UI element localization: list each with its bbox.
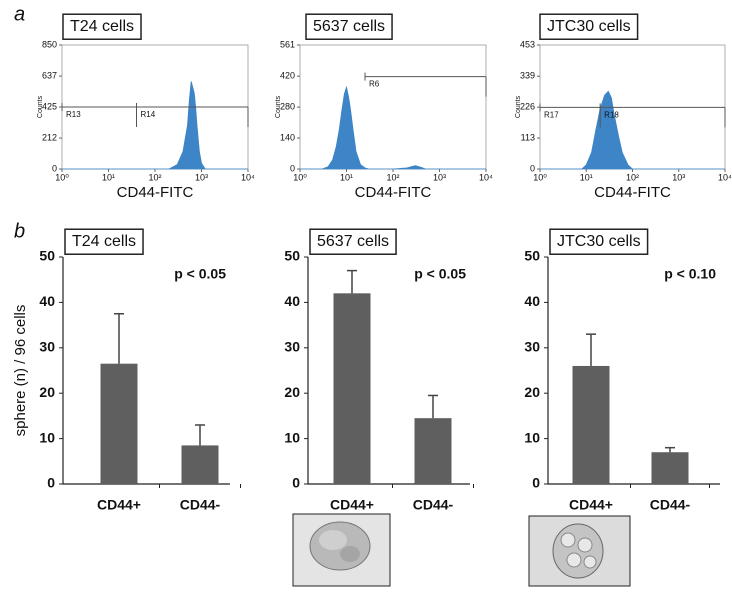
y-tick-label: 40	[39, 293, 55, 309]
y-tick-label: 30	[524, 339, 540, 355]
y-tick-label: 30	[39, 339, 55, 355]
y-tick-label: 50	[524, 248, 540, 264]
x-tick-label: 10²	[626, 172, 639, 182]
plot-frame	[299, 44, 487, 170]
gate-label: R17	[544, 111, 559, 120]
y-tick-label: 226	[520, 102, 535, 112]
x-tick-label: 10³	[433, 172, 446, 182]
y-tick-label: 10	[524, 429, 540, 445]
gate-label: R13	[66, 110, 81, 119]
gate-label: R6	[369, 80, 380, 89]
chart-title: T24 cells	[72, 233, 136, 250]
y-axis-label: sphere (n) / 96 cells	[12, 305, 29, 437]
cell-image	[528, 515, 631, 587]
y-tick-label: 140	[280, 132, 295, 142]
x-tick-label: 10¹	[102, 172, 115, 182]
x-tick-label: CD44-	[650, 497, 691, 513]
x-tick-label: CD44-	[180, 497, 221, 513]
x-tick-label: 10¹	[340, 172, 353, 182]
chart-title: 5637 cells	[317, 233, 389, 250]
panel-label: a	[14, 3, 25, 25]
bar	[181, 445, 219, 484]
y-tick-label: 10	[284, 429, 300, 445]
y-axis-label: Counts	[37, 95, 44, 118]
bar	[572, 365, 610, 484]
bar	[414, 418, 452, 484]
x-tick-label: 10³	[672, 172, 685, 182]
x-tick-label: 10⁰	[293, 172, 307, 182]
x-tick-label: CD44+	[569, 497, 613, 513]
x-tick-label: 10⁴	[718, 172, 732, 182]
y-tick-label: 420	[280, 71, 295, 81]
y-tick-label: 0	[532, 475, 540, 491]
y-tick-label: 113	[521, 132, 535, 142]
histogram-area	[300, 85, 486, 170]
x-tick-label: 10⁰	[533, 172, 547, 182]
chart-title: JTC30 cells	[557, 233, 641, 250]
title-box	[64, 228, 144, 255]
bar	[100, 363, 138, 484]
annotation: p < 0.10	[664, 266, 716, 282]
bar	[651, 452, 689, 484]
histogram-area	[62, 81, 248, 170]
title-box	[62, 13, 142, 40]
y-tick-label: 20	[39, 384, 55, 400]
x-tick-label: 10³	[195, 172, 208, 182]
y-tick-label: 50	[284, 248, 300, 264]
gate-label: R14	[140, 110, 155, 119]
x-tick-label: CD44+	[330, 497, 374, 513]
y-tick-label: 50	[39, 248, 55, 264]
chart-title: 5637 cells	[313, 18, 385, 35]
title-box	[549, 228, 649, 255]
x-axis-label: CD44-FITC	[594, 184, 671, 201]
y-tick-label: 425	[42, 101, 57, 111]
y-tick-label: 637	[42, 70, 57, 80]
y-tick-label: 30	[284, 339, 300, 355]
y-tick-label: 0	[47, 475, 55, 491]
y-axis-label: Counts	[515, 95, 522, 118]
x-axis-label: CD44-FITC	[117, 184, 194, 201]
gate-label: R18	[604, 111, 619, 120]
y-tick-label: 850	[42, 39, 57, 49]
x-tick-label: 10¹	[580, 172, 593, 182]
y-tick-label: 453	[520, 39, 535, 49]
y-tick-label: 20	[524, 384, 540, 400]
x-tick-label: 10²	[386, 172, 399, 182]
y-tick-label: 0	[52, 163, 57, 173]
y-tick-label: 212	[42, 132, 57, 142]
x-tick-label: 10⁰	[55, 172, 69, 182]
panel-label: b	[14, 220, 25, 242]
annotation: p < 0.05	[174, 266, 226, 282]
bar	[333, 293, 371, 484]
x-tick-label: 10²	[148, 172, 161, 182]
histogram-area	[540, 90, 725, 170]
title-box	[305, 13, 393, 40]
x-tick-label: 10⁴	[479, 172, 493, 182]
y-tick-label: 0	[530, 163, 535, 173]
y-tick-label: 20	[284, 384, 300, 400]
title-box	[539, 13, 639, 40]
x-tick-label: CD44+	[97, 497, 141, 513]
y-tick-label: 0	[290, 163, 295, 173]
y-tick-label: 0	[292, 475, 300, 491]
chart-title: JTC30 cells	[547, 18, 631, 35]
annotation: p < 0.05	[414, 266, 466, 282]
y-tick-label: 280	[280, 101, 295, 111]
x-tick-label: CD44-	[413, 497, 454, 513]
title-box	[309, 228, 397, 255]
y-axis-label: Counts	[275, 95, 282, 118]
chart-title: T24 cells	[70, 18, 134, 35]
y-tick-label: 10	[39, 429, 55, 445]
x-axis-label: CD44-FITC	[355, 184, 432, 201]
cell-image	[292, 513, 391, 587]
y-tick-label: 40	[284, 293, 300, 309]
y-tick-label: 40	[524, 293, 540, 309]
y-tick-label: 561	[280, 39, 295, 49]
y-tick-label: 339	[520, 71, 535, 81]
x-tick-label: 10⁴	[241, 172, 255, 182]
